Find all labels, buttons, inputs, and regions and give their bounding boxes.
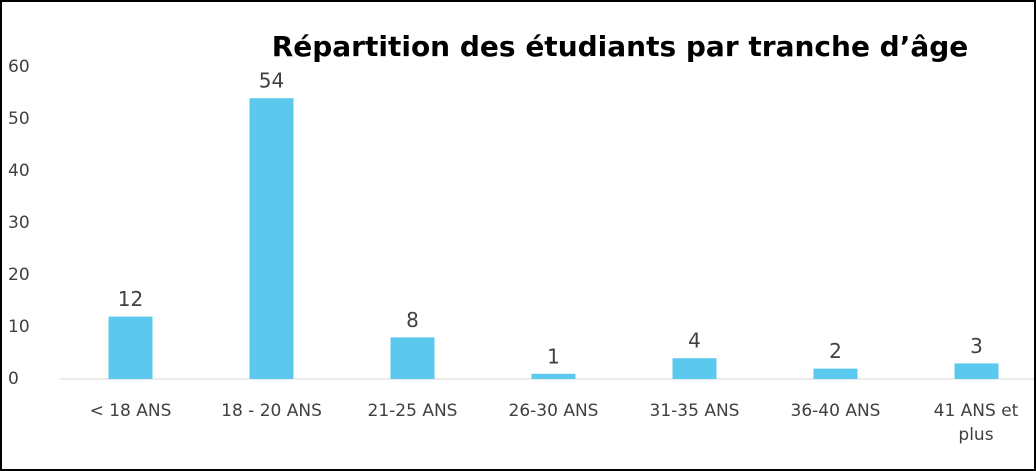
x-tick-label: 26-30 ANS	[508, 401, 599, 421]
bar	[672, 358, 717, 379]
chart-title: Répartition des étudiants par tranche d’…	[272, 30, 969, 63]
y-tick-label: 50	[8, 109, 30, 129]
data-label: 3	[970, 334, 983, 358]
data-label: 2	[829, 339, 842, 363]
y-tick-label: 60	[8, 57, 30, 77]
data-label: 12	[118, 287, 143, 311]
data-label: 4	[688, 329, 701, 353]
y-tick-label: 0	[8, 369, 19, 389]
x-tick-label: 21-25 ANS	[367, 401, 458, 421]
bar	[108, 316, 153, 379]
x-tick-label: 31-35 ANS	[649, 401, 740, 421]
x-tick-label: < 18 ANS	[89, 401, 172, 421]
x-tick-label: 36-40 ANS	[790, 401, 881, 421]
bar	[531, 373, 576, 379]
x-tick-label: 18 - 20 ANS	[221, 401, 322, 421]
data-label: 54	[259, 69, 284, 93]
y-tick-label: 30	[8, 213, 30, 233]
bar	[813, 368, 858, 379]
bar	[249, 98, 294, 379]
data-label: 8	[406, 308, 419, 332]
data-label: 1	[547, 344, 560, 368]
y-tick-label: 40	[8, 161, 30, 181]
bar	[954, 363, 999, 379]
y-tick-label: 20	[8, 265, 30, 285]
x-tick-label: 41 ANS et plus	[933, 401, 1019, 445]
y-tick-label: 10	[8, 317, 30, 337]
bar	[390, 337, 435, 379]
